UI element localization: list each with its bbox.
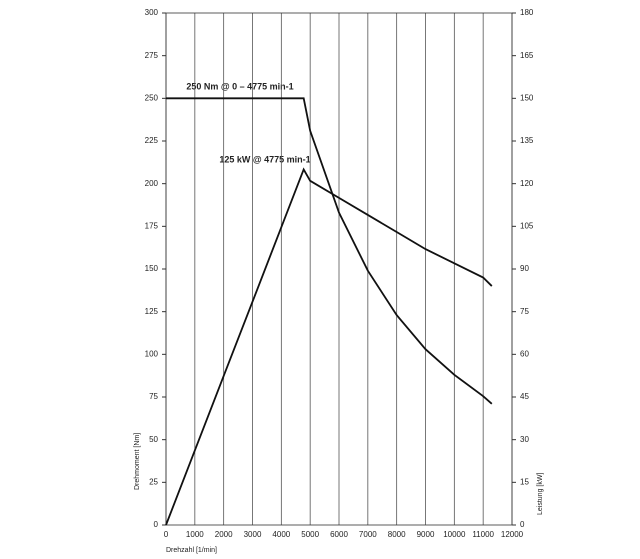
data-line — [166, 97, 493, 405]
x-tick-label: 10000 — [443, 530, 466, 539]
x-tick-label: 0 — [164, 530, 169, 539]
x-tick-label: 1000 — [186, 530, 204, 539]
x-tick-label: 7000 — [359, 530, 377, 539]
y2-tick-label: 135 — [520, 136, 534, 145]
plot-frame — [165, 12, 513, 526]
y-tick-label: 275 — [145, 51, 159, 60]
y-tick-label: 225 — [145, 136, 159, 145]
y-tick-label: 125 — [145, 307, 159, 316]
y-tick-label: 0 — [154, 520, 159, 529]
x-tick-label: 4000 — [272, 530, 290, 539]
x-tick-label: 11000 — [472, 530, 494, 539]
y2-tick-label: 15 — [520, 477, 529, 486]
y-tick-label: 25 — [149, 477, 158, 486]
y2-tick-label: 0 — [520, 520, 525, 529]
y2-tick-label: 60 — [520, 349, 529, 358]
y2-tick-label: 150 — [520, 93, 534, 102]
y2-tick-label: 165 — [520, 51, 534, 60]
y-tick-label: 200 — [145, 179, 159, 188]
y-tick-label: 150 — [145, 264, 159, 273]
y-tick-label: 300 — [145, 8, 159, 17]
x-tick-label: 5000 — [301, 530, 319, 539]
x-axis-label: Drehzahl [1/min] — [166, 547, 217, 554]
y-tick-label: 175 — [145, 221, 159, 230]
y2-tick-label: 30 — [520, 435, 529, 444]
annotation: 250 Nm @ 0 – 4775 min-1 — [186, 81, 293, 91]
y-axis-label: Drehmoment [Nm] — [134, 433, 141, 490]
x-tick-label: 6000 — [330, 530, 348, 539]
y2-tick-label: 120 — [520, 179, 534, 188]
y2-tick-label: 105 — [520, 221, 534, 230]
y-tick-label: 100 — [145, 349, 159, 358]
x-tick-label: 2000 — [215, 530, 233, 539]
annotation: 125 kW @ 4775 min-1 — [219, 154, 310, 164]
y-tick-label: 50 — [149, 435, 158, 444]
x-tick-label: 8000 — [388, 530, 406, 539]
x-tick-label: 12000 — [501, 530, 524, 539]
x-tick-label: 3000 — [244, 530, 262, 539]
y2-tick-label: 180 — [520, 8, 534, 17]
x-tick-label: 9000 — [417, 530, 435, 539]
y-tick-label: 75 — [149, 392, 158, 401]
y2-axis-label: Leistung [kW] — [537, 473, 544, 515]
y2-tick-label: 45 — [520, 392, 529, 401]
y2-tick-label: 90 — [520, 264, 529, 273]
y2-tick-label: 75 — [520, 307, 529, 316]
data-line — [165, 167, 493, 526]
y-tick-label: 250 — [145, 93, 159, 102]
